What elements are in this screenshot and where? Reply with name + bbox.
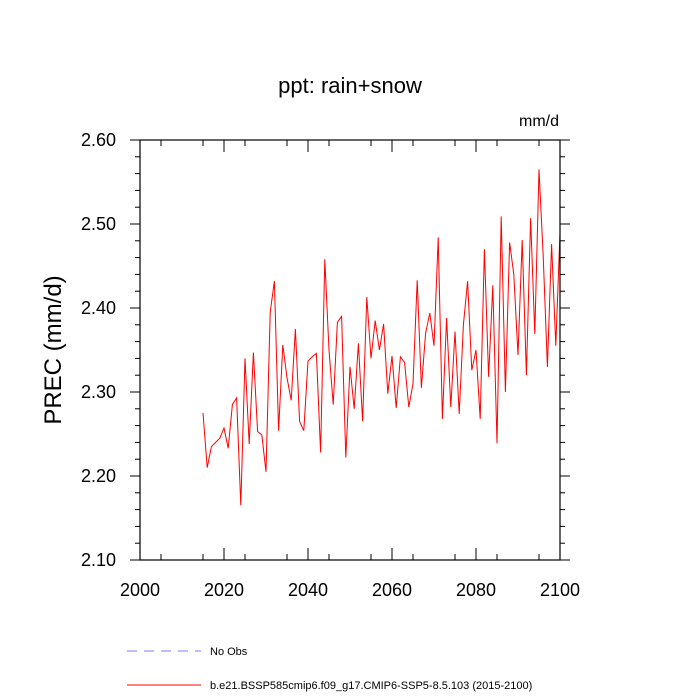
y-tick-label: 2.60	[81, 130, 116, 150]
x-tick-label: 2040	[288, 580, 328, 600]
legend-label: b.e21.BSSP585cmip6.f09_g17.CMIP6-SSP5-8.…	[210, 680, 532, 692]
x-tick-label: 2020	[204, 580, 244, 600]
plot-frame	[139, 139, 561, 561]
x-tick-label: 2100	[540, 580, 580, 600]
series-line	[202, 169, 561, 506]
x-tick-label: 2080	[456, 580, 496, 600]
x-tick-label: 2060	[372, 580, 412, 600]
y-axis-label: PREC (mm/d)	[40, 275, 67, 424]
y-tick-label: 2.50	[81, 214, 116, 234]
y-tick-label: 2.20	[81, 466, 116, 486]
x-tick-label: 2000	[120, 580, 160, 600]
y-tick-label: 2.10	[81, 550, 116, 570]
chart-title: ppt: rain+snow	[278, 73, 422, 98]
legend-label: No Obs	[210, 646, 248, 658]
y-tick-label: 2.30	[81, 382, 116, 402]
y-tick-label: 2.40	[81, 298, 116, 318]
units-label: mm/d	[519, 113, 559, 130]
